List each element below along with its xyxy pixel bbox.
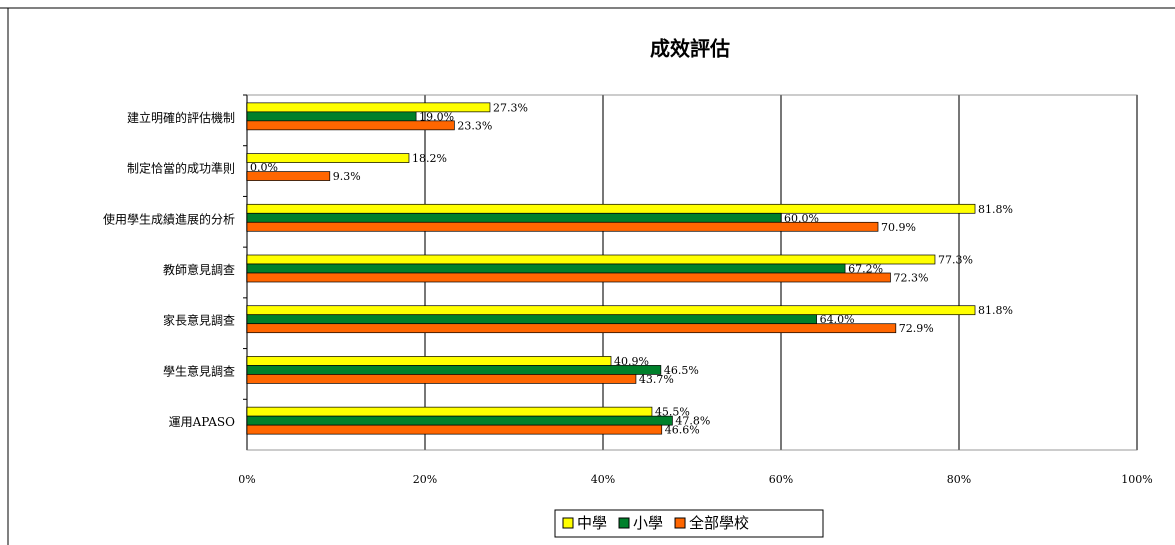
bar: [246, 111, 417, 122]
chart-title: 成效評估: [650, 37, 730, 61]
bar: [246, 254, 936, 265]
bar: [246, 272, 891, 283]
y-tick-label: 使用學生成績進展的分析: [103, 211, 235, 226]
y-tick-label: 運用APASO: [169, 415, 236, 429]
data-label: 72.3%: [893, 272, 928, 285]
legend-swatch: [618, 517, 630, 529]
bar: [246, 323, 897, 334]
x-tick-label: 40%: [591, 473, 615, 486]
bar: [246, 305, 976, 316]
bar: [246, 415, 673, 426]
data-label: 72.9%: [899, 322, 934, 335]
legend-label: 全部學校: [689, 514, 749, 532]
legend-box: [554, 509, 824, 538]
bar: [246, 263, 846, 274]
data-label: 81.8%: [978, 203, 1013, 216]
data-label: 81.8%: [978, 304, 1013, 317]
data-label: 27.3%: [493, 101, 528, 114]
bar: [246, 221, 879, 232]
data-label: 23.3%: [457, 119, 492, 132]
data-label: 19.0%: [419, 110, 454, 123]
legend-swatch: [674, 517, 686, 529]
data-label: 45.5%: [655, 406, 690, 419]
y-tick-label: 制定恰當的成功準則: [127, 161, 235, 176]
bar: [246, 424, 663, 435]
legend-label: 中學: [577, 514, 607, 532]
x-tick-label: 100%: [1121, 473, 1152, 486]
data-label: 77.3%: [938, 254, 973, 267]
data-label: 64.0%: [820, 313, 855, 326]
x-tick-label: 80%: [947, 473, 971, 486]
data-label: 46.5%: [664, 364, 699, 377]
bar: [246, 406, 653, 417]
data-label: 67.2%: [848, 263, 883, 276]
y-tick-label: 建立明確的評估機制: [127, 110, 235, 125]
bar: [246, 153, 410, 163]
data-label: 18.2%: [412, 152, 447, 165]
bar: [246, 365, 662, 375]
data-label: 60.0%: [784, 212, 819, 225]
data-label: 43.7%: [639, 373, 674, 386]
y-tick-label: 教師意見調查: [163, 262, 235, 277]
bar: [246, 120, 455, 131]
x-tick-label: 20%: [413, 473, 437, 486]
x-tick-label: 60%: [769, 473, 793, 486]
data-label: 70.9%: [881, 221, 916, 234]
bar: [246, 171, 331, 181]
legend-label: 小學: [633, 514, 663, 532]
data-label: 40.9%: [614, 355, 649, 368]
x-tick-label: 0%: [238, 473, 255, 486]
legend-swatch: [562, 517, 574, 529]
y-tick-label: 學生意見調查: [163, 363, 235, 378]
y-tick-label: 家長意見調查: [163, 313, 235, 328]
bar: [246, 212, 782, 223]
bar: [246, 314, 817, 325]
data-label: 46.6%: [665, 424, 700, 437]
bar: [246, 203, 976, 214]
data-label: 0.0%: [250, 161, 278, 174]
bar: [246, 356, 612, 366]
data-label: 9.3%: [333, 170, 361, 183]
data-label: 47.8%: [675, 415, 710, 428]
bar: [246, 374, 637, 384]
